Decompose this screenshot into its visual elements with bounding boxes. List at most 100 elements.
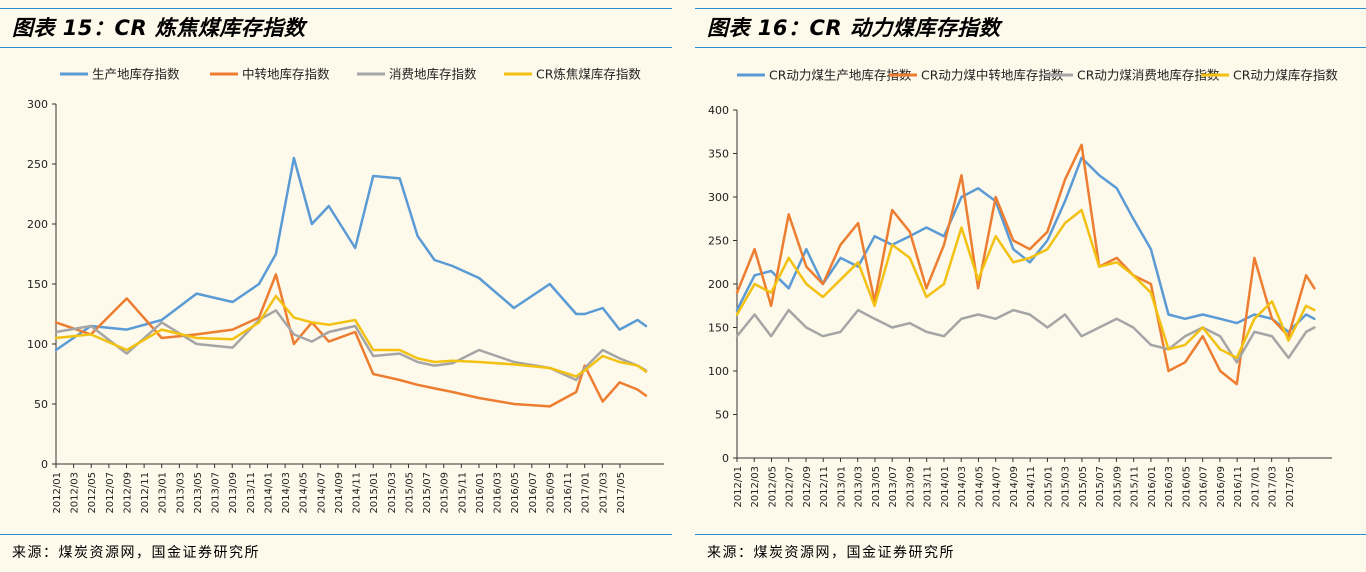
y-tick-label: 400: [708, 104, 729, 117]
x-tick-label: 2015/11: [1130, 466, 1141, 508]
x-tick-label: 2016/11: [1233, 466, 1244, 508]
x-tick-label: 2016/11: [563, 472, 574, 514]
series-line-consumption: [735, 308, 1316, 364]
x-tick-label: 2017/03: [1268, 466, 1279, 508]
x-tick-label: 2013/11: [923, 466, 934, 508]
x-tick-label: 2014/05: [974, 466, 985, 508]
x-tick-label: 2015/09: [440, 472, 451, 514]
x-tick-label: 2012/11: [819, 466, 830, 508]
x-tick-label: 2017/03: [598, 472, 609, 514]
y-tick-label: 150: [708, 322, 729, 335]
series-line-transit: [735, 143, 1316, 386]
x-tick-label: 2015/07: [422, 472, 433, 514]
x-tick-label: 2017/01: [1250, 466, 1261, 508]
x-tick-label: 2015/07: [1095, 466, 1106, 508]
x-tick-label: 2016/05: [1181, 466, 1192, 508]
x-tick-label: 2015/03: [1061, 466, 1072, 508]
x-tick-label: 2012/03: [750, 466, 761, 508]
legend-label: CR炼焦煤库存指数: [536, 67, 641, 82]
x-tick-label: 2016/09: [1216, 466, 1227, 508]
x-tick-label: 2014/05: [299, 472, 310, 514]
x-tick-label: 2016/03: [1164, 466, 1175, 508]
x-tick-label: 2016/01: [475, 472, 486, 514]
legend-label: CR动力煤中转地库存指数: [921, 68, 1064, 83]
y-tick-label: 300: [27, 98, 48, 111]
x-tick-label: 2016/09: [545, 472, 556, 514]
x-tick-label: 2013/09: [905, 466, 916, 508]
x-tick-label: 2013/05: [193, 472, 204, 514]
x-tick-label: 2013/05: [871, 466, 882, 508]
x-tick-label: 2012/05: [767, 466, 778, 508]
source-note: 来源：煤炭资源网，国金证券研究所: [707, 545, 955, 561]
bottom-rule: [0, 534, 672, 535]
x-tick-label: 2013/01: [158, 472, 169, 514]
x-tick-label: 2012/03: [70, 472, 81, 514]
bottom-rule: [695, 534, 1366, 535]
legend-label: 消费地库存指数: [389, 67, 477, 82]
x-tick-label: 2016/01: [1147, 466, 1158, 508]
x-tick-label: 2013/07: [211, 472, 222, 514]
x-tick-label: 2017/05: [1285, 466, 1296, 508]
x-tick-label: 2015/05: [1078, 466, 1089, 508]
legend-label: CR动力煤库存指数: [1233, 68, 1338, 83]
x-tick-label: 2013/07: [888, 466, 899, 508]
x-tick-label: 2016/05: [510, 472, 521, 514]
x-tick-label: 2013/01: [836, 466, 847, 508]
x-tick-label: 2014/03: [957, 466, 968, 508]
x-tick-label: 2013/11: [246, 472, 257, 514]
x-tick-label: 2014/07: [316, 472, 327, 514]
x-tick-label: 2014/11: [352, 472, 363, 514]
x-tick-label: 2016/07: [528, 472, 539, 514]
x-tick-label: 2015/03: [387, 472, 398, 514]
x-tick-label: 2012/01: [52, 472, 63, 514]
x-tick-label: 2014/11: [1026, 466, 1037, 508]
chart-title: 图表 15：CR 炼焦煤库存指数: [12, 16, 306, 40]
y-tick-label: 100: [27, 338, 48, 351]
x-tick-label: 2015/01: [1043, 466, 1054, 508]
title-rule: [0, 47, 672, 48]
legend-label: 生产地库存指数: [92, 67, 180, 82]
x-tick-label: 2013/03: [175, 472, 186, 514]
y-tick-label: 200: [27, 218, 48, 231]
y-tick-label: 150: [27, 278, 48, 291]
x-tick-label: 2013/09: [228, 472, 239, 514]
y-tick-label: 250: [708, 235, 729, 248]
y-tick-label: 350: [708, 148, 729, 161]
x-tick-label: 2014/09: [334, 472, 345, 514]
series-line-production: [735, 156, 1316, 334]
top-rule: [0, 8, 672, 9]
x-tick-label: 2012/09: [802, 466, 813, 508]
y-tick-label: 50: [34, 398, 48, 411]
y-tick-label: 300: [708, 191, 729, 204]
y-tick-label: 0: [41, 458, 48, 471]
title-rule: [695, 47, 1366, 48]
chart-title: 图表 16：CR 动力煤库存指数: [707, 16, 1001, 40]
series-line-cr-index: [54, 294, 648, 378]
x-tick-label: 2012/09: [122, 472, 133, 514]
x-tick-label: 2014/03: [281, 472, 292, 514]
y-tick-label: 0: [722, 452, 729, 465]
x-tick-label: 2015/11: [457, 472, 468, 514]
x-tick-label: 2014/07: [992, 466, 1003, 508]
x-tick-label: 2015/01: [369, 472, 380, 514]
x-tick-label: 2014/01: [263, 472, 274, 514]
x-tick-label: 2012/01: [733, 466, 744, 508]
source-note: 来源：煤炭资源网，国金证券研究所: [12, 545, 260, 561]
x-tick-label: 2017/05: [616, 472, 627, 514]
x-tick-label: 2012/05: [87, 472, 98, 514]
thermal-coal-inventory-chart: 0 50 100 150 200 250 300 350 400 2012/01 2012/03 20…: [708, 68, 1338, 508]
y-tick-label: 200: [708, 278, 729, 291]
x-tick-label: 2012/11: [140, 472, 151, 514]
x-tick-label: 2013/03: [854, 466, 865, 508]
y-tick-label: 100: [708, 365, 729, 378]
x-tick-label: 2015/09: [1112, 466, 1123, 508]
x-tick-label: 2015/05: [404, 472, 415, 514]
x-tick-label: 2014/09: [1009, 466, 1020, 508]
series-line-cr-index: [735, 208, 1316, 360]
x-tick-label: 2012/07: [105, 472, 116, 514]
y-tick-label: 250: [27, 158, 48, 171]
y-tick-label: 50: [715, 409, 729, 422]
x-tick-label: 2014/01: [940, 466, 951, 508]
legend-label: 中转地库存指数: [242, 67, 330, 82]
legend-label: CR动力煤消费地库存指数: [1077, 68, 1220, 83]
